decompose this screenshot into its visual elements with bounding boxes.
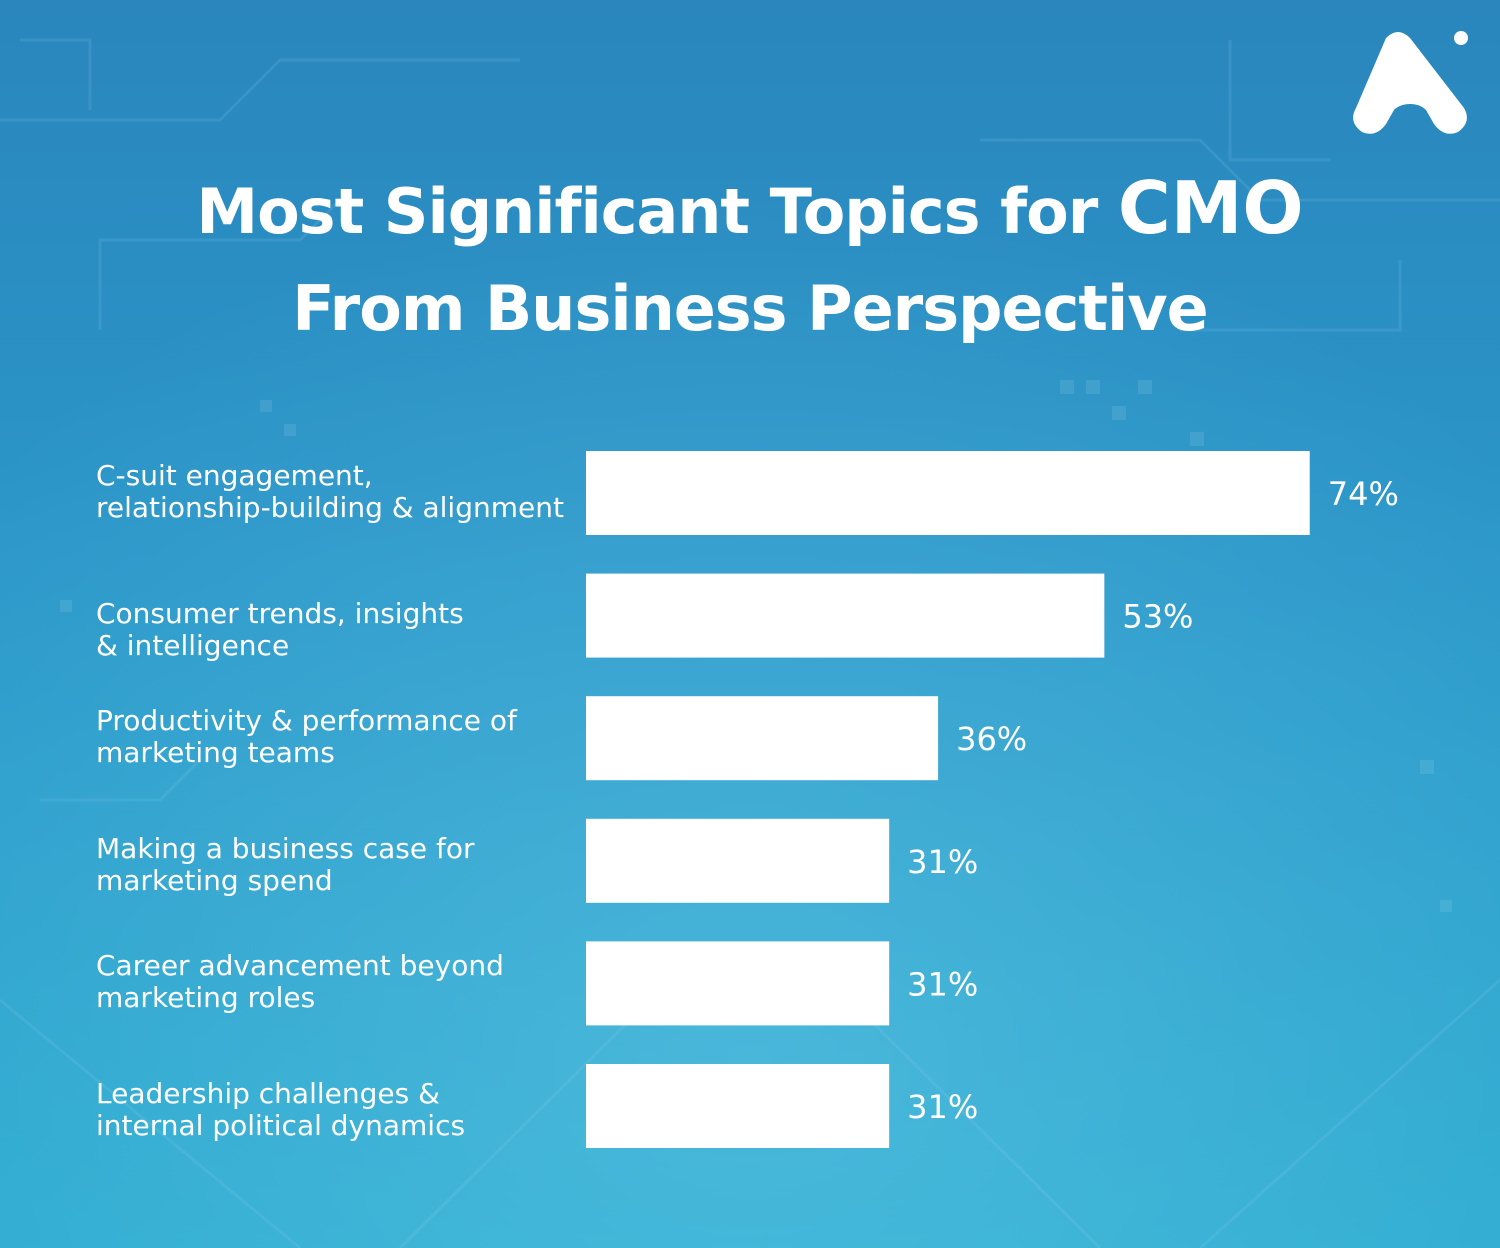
chart-title-emphasis: CMO xyxy=(1117,166,1304,250)
category-label-line: marketing roles xyxy=(96,981,316,1014)
chart-title-line-1: Most Significant Topics for CMO xyxy=(0,166,1500,250)
category-label-line: C-suit engagement, xyxy=(96,459,373,492)
category-label-line: marketing spend xyxy=(96,864,333,897)
brand-logo-icon xyxy=(1353,31,1468,134)
category-label: Making a business case for marketing spe… xyxy=(96,833,576,897)
category-label-line: Consumer trends, insights xyxy=(96,597,464,630)
category-label: Productivity & performance of marketing … xyxy=(96,705,576,769)
category-label: Leadership challenges & internal politic… xyxy=(96,1078,576,1142)
category-label: Career advancement beyond marketing role… xyxy=(96,950,576,1014)
category-label-line: Productivity & performance of xyxy=(96,704,517,737)
category-label-line: internal political dynamics xyxy=(96,1109,466,1142)
category-label: Consumer trends, insights & intelligence xyxy=(96,598,576,662)
category-label: C-suit engagement, relationship-building… xyxy=(96,460,576,524)
category-label-line: Career advancement beyond xyxy=(96,949,504,982)
chart-title-prefix: Most Significant Topics for xyxy=(196,175,1098,248)
category-label-line: Making a business case for xyxy=(96,832,475,865)
category-label-line: & intelligence xyxy=(96,629,290,662)
category-label-line: Leadership challenges & xyxy=(96,1077,440,1110)
chart-title-line-2: From Business Perspective xyxy=(292,272,1208,345)
category-label-line: marketing teams xyxy=(96,736,335,769)
category-label-line: relationship-building & alignment xyxy=(96,491,564,524)
